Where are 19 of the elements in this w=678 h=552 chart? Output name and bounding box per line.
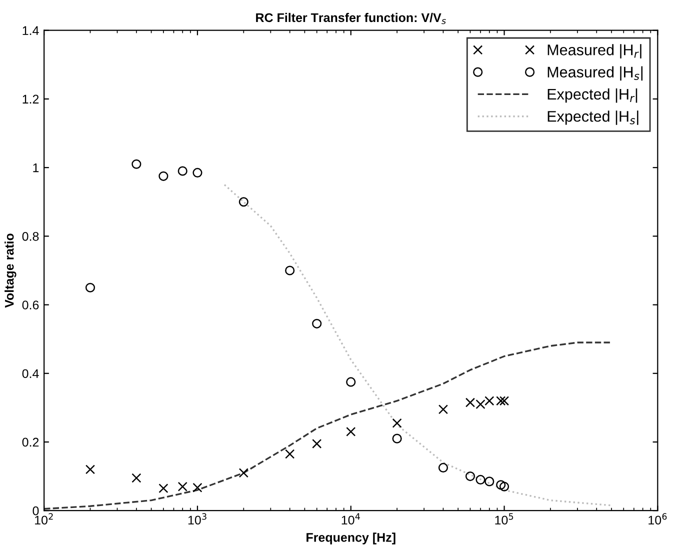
x-tick-label: 10$^{5}$ <box>495 513 514 525</box>
y-tick-label: 0.4 <box>22 369 39 378</box>
y-tick-label: 0.2 <box>22 438 39 447</box>
y-tick-label: 1.2 <box>22 94 39 104</box>
y-tick-label: 0.6 <box>22 300 39 310</box>
legend-label: Measured |H$_{r}$| <box>548 44 642 58</box>
x-tick-label: 10$^{4}$ <box>342 513 360 525</box>
legend-label: Expected |H$_{r}$| <box>548 88 638 103</box>
y-tick-label: 0 <box>32 506 39 516</box>
legend-label: Expected |H$_{s}$| <box>548 110 638 125</box>
y-tick-label: 1.4 <box>22 26 39 35</box>
legend-label: Measured |H$_{s}$| <box>548 66 643 81</box>
y-tick-label: 0.8 <box>22 232 39 241</box>
x-axis-title: Frequency [Hz] <box>306 532 396 544</box>
x-tick-label: 10$^{6}$ <box>648 513 667 525</box>
y-axis-title: Voltage ratio <box>4 234 16 308</box>
y-tick-label: 1 <box>33 164 39 172</box>
x-tick-label: 10$^{3}$ <box>188 513 206 525</box>
chart-title: RC Filter Transfer function: V/V$_{s}$ <box>256 12 446 24</box>
